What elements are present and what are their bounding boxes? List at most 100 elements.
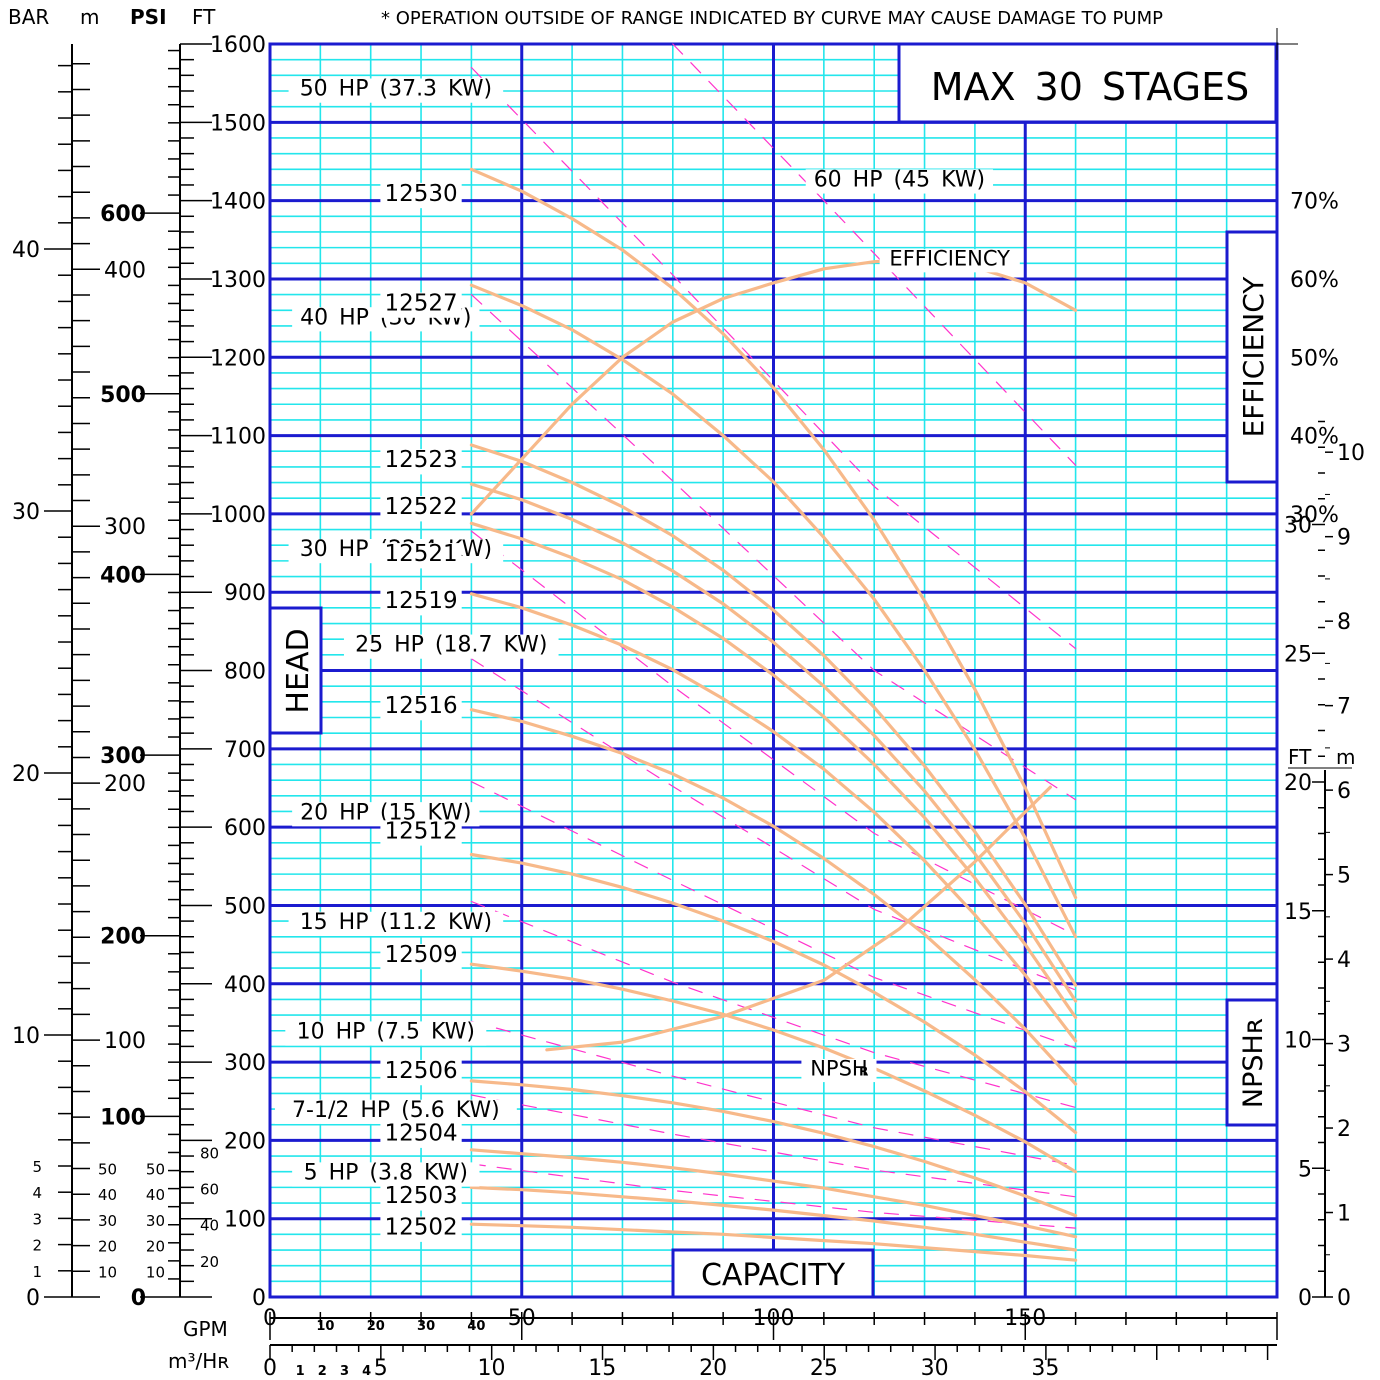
curve-labels: 50 HP (37.3 KW)60 HP (45 KW)40 HP (30 KW… bbox=[274, 77, 1020, 1242]
hp-label: 5 HP (3.8 KW) bbox=[304, 1161, 468, 1186]
bar-tick-label: 10 bbox=[12, 1024, 40, 1049]
model-label-12509-bg bbox=[380, 944, 462, 970]
gpm-small-label: 40 bbox=[467, 1319, 485, 1334]
psi-small-label: 40 bbox=[200, 1217, 219, 1235]
psi-tick-label: 400 bbox=[100, 563, 146, 588]
npsh-ft-tick-label: 0 bbox=[1298, 1286, 1312, 1311]
m3hr-tick-label: 35 bbox=[1031, 1356, 1059, 1380]
chart-note: * OPERATION OUTSIDE OF RANGE INDICATED B… bbox=[381, 8, 1163, 29]
bar-tick-label: 20 bbox=[12, 762, 40, 787]
ft-tick-label: 1200 bbox=[210, 346, 266, 371]
model-label-12503: 12503 bbox=[384, 1183, 457, 1209]
hp-label-bg bbox=[285, 1021, 487, 1046]
head-curve-12503 bbox=[469, 1185, 1078, 1252]
efficiency-box-label: EFFICIENCY bbox=[1237, 276, 1270, 438]
hp-label-bg bbox=[274, 1099, 517, 1124]
npsh-ft-unit: FT bbox=[1288, 745, 1312, 769]
npsh-m-tick-label: 5 bbox=[1337, 864, 1351, 889]
efficiency-tick-label: 30% bbox=[1290, 503, 1339, 528]
npsh-box-label: NPSHʀ bbox=[1238, 1018, 1269, 1108]
hp-label: 25 HP (18.7 KW) bbox=[355, 633, 547, 658]
psi-tick-label: 600 bbox=[100, 202, 146, 227]
model-label-12521: 12521 bbox=[384, 541, 457, 567]
m3hr-unit: m³/Hʀ bbox=[168, 1349, 229, 1373]
capacity-box bbox=[671, 1248, 875, 1299]
npsh-ft-tick-label: 30 bbox=[1284, 514, 1312, 539]
m3hr-tick-label: 3 bbox=[340, 1364, 349, 1379]
bar-unit: BAR bbox=[8, 5, 49, 29]
npsh-m-tick-label: 0 bbox=[1337, 1286, 1351, 1311]
gpm-tick-label: 50 bbox=[508, 1306, 536, 1331]
bar-small-label: 2 bbox=[32, 1237, 42, 1255]
psi-tick-label: 0 bbox=[131, 1286, 146, 1311]
capacity-label: CAPACITY bbox=[701, 1258, 846, 1293]
psi-tick-label: 500 bbox=[100, 383, 146, 408]
gpm-small-label: 20 bbox=[367, 1319, 385, 1334]
head-curve-12521 bbox=[469, 521, 1078, 1019]
efficiency-curve-label-bg bbox=[879, 249, 1020, 273]
ft-tick-label: 600 bbox=[224, 816, 266, 841]
m3hr-tick-label: 4 bbox=[362, 1364, 371, 1379]
ft-tick-label: 900 bbox=[224, 581, 266, 606]
bar-tick-label: 0 bbox=[26, 1286, 40, 1311]
m-small-label: 50 bbox=[98, 1161, 117, 1179]
ft-tick-label: 1500 bbox=[210, 111, 266, 136]
m-small-label: 30 bbox=[98, 1212, 117, 1230]
bar-small-label: 1 bbox=[32, 1263, 42, 1281]
npsh-sub-label: R bbox=[859, 1064, 868, 1078]
gpm-tick-label: 150 bbox=[1004, 1306, 1046, 1331]
m-small-label-b: 50 bbox=[146, 1161, 165, 1179]
m3hr-tick-label: 30 bbox=[921, 1356, 949, 1380]
ft-tick-label: 800 bbox=[224, 660, 266, 685]
npsh-ft-tick-label: 15 bbox=[1284, 900, 1312, 925]
model-label-12521-bg bbox=[380, 543, 462, 569]
head-box bbox=[268, 606, 323, 735]
ft-tick-label: 500 bbox=[224, 894, 266, 919]
model-label-12516-bg bbox=[380, 695, 462, 721]
model-label-12503-bg bbox=[380, 1185, 462, 1211]
model-label-12512: 12512 bbox=[384, 818, 457, 844]
m-small-label: 10 bbox=[98, 1263, 117, 1281]
hp-line bbox=[470, 900, 1077, 1109]
hp-line bbox=[470, 66, 1077, 650]
model-label-12519-bg bbox=[380, 590, 462, 616]
npsh-m-tick-label: 1 bbox=[1337, 1202, 1351, 1227]
model-label-12506-bg bbox=[380, 1059, 462, 1086]
npsh-m-tick-label: 8 bbox=[1337, 610, 1351, 635]
model-label-12519: 12519 bbox=[384, 588, 457, 614]
model-label-12523-bg bbox=[380, 449, 462, 475]
m-unit: m bbox=[80, 5, 99, 29]
npsh-ft-tick-label: 20 bbox=[1284, 771, 1312, 796]
ft-tick-label: 400 bbox=[224, 973, 266, 998]
model-label-12504-bg bbox=[380, 1122, 462, 1148]
hp-line bbox=[470, 781, 1077, 1049]
npsh-m-tick-label: 9 bbox=[1337, 526, 1351, 551]
ft-tick-label: 1300 bbox=[210, 268, 266, 293]
m3hr-tick-label: 10 bbox=[478, 1356, 506, 1380]
head-curve-12523 bbox=[469, 443, 1078, 987]
head-curves bbox=[469, 167, 1078, 1262]
model-label-12504: 12504 bbox=[384, 1121, 457, 1147]
ft-tick-label: 700 bbox=[224, 738, 266, 763]
model-label-12530-bg bbox=[380, 182, 462, 209]
model-label-12522: 12522 bbox=[384, 494, 457, 520]
model-label-12512-bg bbox=[380, 820, 462, 846]
gpm-unit: GPM bbox=[183, 1317, 228, 1341]
bar-small-label: 3 bbox=[32, 1210, 42, 1228]
efficiency-tick-label: 40% bbox=[1290, 425, 1339, 450]
model-label-12502: 12502 bbox=[384, 1215, 457, 1241]
bar-small-label: 4 bbox=[32, 1184, 42, 1202]
ft-tick-label: 200 bbox=[224, 1129, 266, 1154]
head-curve-12530 bbox=[469, 167, 1078, 900]
npsh-curve bbox=[545, 785, 1052, 1052]
psi-small-label: 80 bbox=[200, 1144, 219, 1162]
bar-tick-label: 40 bbox=[12, 238, 40, 263]
model-label-12506: 12506 bbox=[384, 1058, 457, 1084]
npsh-curve-label-bg bbox=[801, 1058, 877, 1083]
npsh-curve-label: NPSH bbox=[810, 1056, 868, 1080]
m3hr-tick-label: 20 bbox=[699, 1356, 727, 1380]
m-tick-label: 300 bbox=[104, 515, 146, 540]
gpm-small-label: 30 bbox=[417, 1319, 435, 1334]
efficiency-tick-label: 60% bbox=[1290, 268, 1339, 293]
